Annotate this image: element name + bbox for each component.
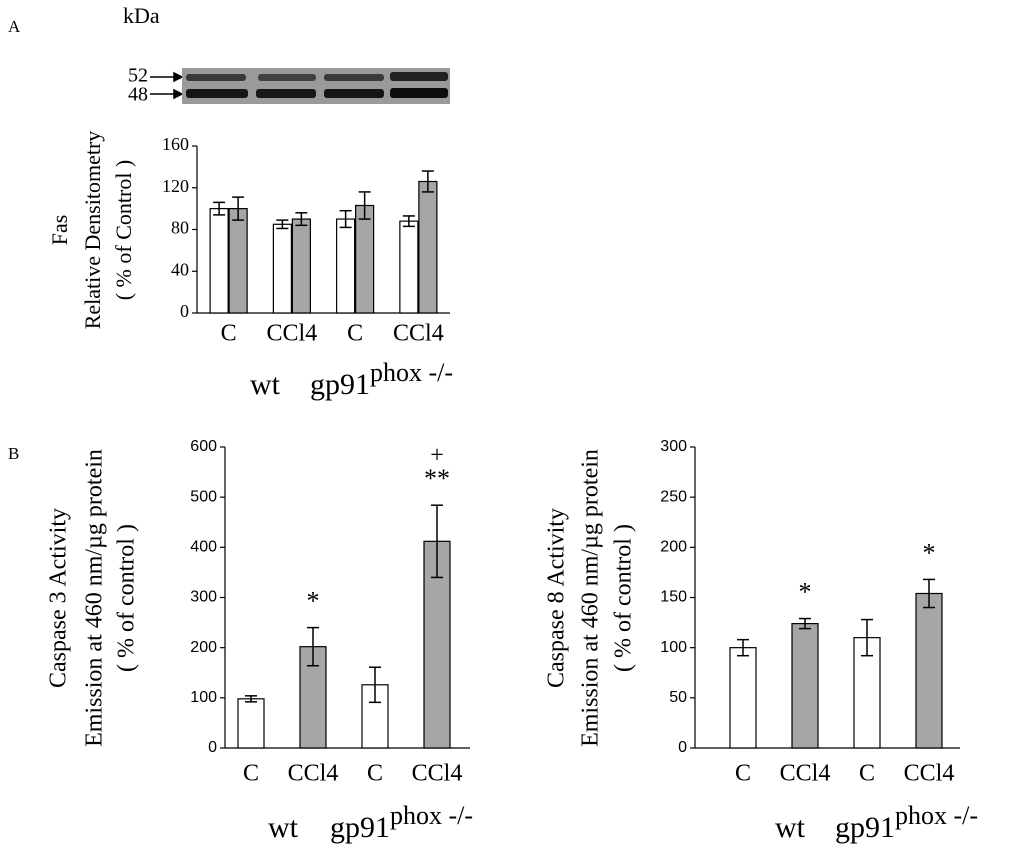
y-tick-label: 0 [180,301,189,321]
group-label: wt [250,368,281,401]
x-tick-label: C [221,321,237,347]
group-label: wt [268,811,299,844]
bar [915,592,943,749]
panel-label: A [8,17,21,36]
significance-mark: * [923,538,936,567]
y-axis-label: ( % of control ) [114,524,140,672]
y-axis-label: Fas [47,215,72,246]
group-label: gp91 [310,368,370,401]
significance-mark: + [430,443,444,469]
y-tick-label: 160 [162,134,189,154]
x-tick-label: CCl4 [780,761,831,787]
y-tick-label: 100 [190,689,217,706]
x-tick-label: C [367,761,383,787]
blot-unit: kDa [123,3,160,28]
y-tick-label: 200 [190,639,217,656]
y-axis-label: Emission at 460 nm/µg protein [82,449,108,747]
x-tick-label: CCl4 [904,761,955,787]
bar [729,647,757,749]
x-tick-label: C [347,321,363,347]
bar [291,218,311,314]
y-axis-label: Relative Densitometry [80,131,105,330]
y-axis-label: Emission at 460 nm/µg protein [578,449,604,747]
bar [228,208,248,314]
y-tick-label: 250 [660,488,687,505]
y-tick-label: 50 [669,689,687,706]
bar [336,218,356,314]
bar [791,622,819,749]
bar [355,204,375,314]
x-tick-label: CCl4 [288,761,339,787]
western-blot [182,68,450,104]
y-tick-label: 300 [660,438,687,455]
bar [272,223,292,314]
y-tick-label: 500 [190,488,217,505]
group-label-superscript: phox -/- [895,801,978,830]
y-tick-label: 0 [678,739,687,756]
y-tick-label: 600 [190,438,217,455]
bar [399,220,419,314]
group-label: gp91 [330,811,390,844]
panel-label: B [8,444,19,463]
y-axis-label: Caspase 3 Activity [46,508,72,688]
group-label: wt [775,811,806,844]
y-tick-label: 400 [190,539,217,556]
x-tick-label: CCl4 [412,761,463,787]
bar [209,208,229,314]
bar [237,698,265,749]
x-tick-label: CCl4 [267,321,318,347]
x-tick-label: C [859,761,875,787]
y-tick-label: 120 [162,176,189,196]
group-label-superscript: phox -/- [390,801,473,830]
y-tick-label: 100 [660,639,687,656]
blot-marker: 48 [128,84,148,106]
blot-arrows [150,71,184,100]
y-tick-label: 150 [660,589,687,606]
bar [418,180,438,314]
group-label: gp91 [835,811,895,844]
y-axis-label: Caspase 8 Activity [544,508,570,688]
y-axis-label: ( % of Control ) [111,160,136,301]
y-tick-label: 80 [171,218,189,238]
significance-mark: * [307,587,320,616]
y-axis-label: ( % of control ) [611,524,637,672]
blot-marker: 52 [128,65,148,87]
x-tick-label: CCl4 [393,321,444,347]
y-tick-label: 40 [171,259,189,279]
x-tick-label: C [243,761,259,787]
y-tick-label: 200 [660,539,687,556]
y-tick-label: 300 [190,589,217,606]
y-tick-label: 0 [208,739,217,756]
group-label-superscript: phox -/- [370,358,453,387]
significance-mark: ** [424,464,450,493]
significance-mark: * [799,578,812,607]
x-tick-label: C [735,761,751,787]
